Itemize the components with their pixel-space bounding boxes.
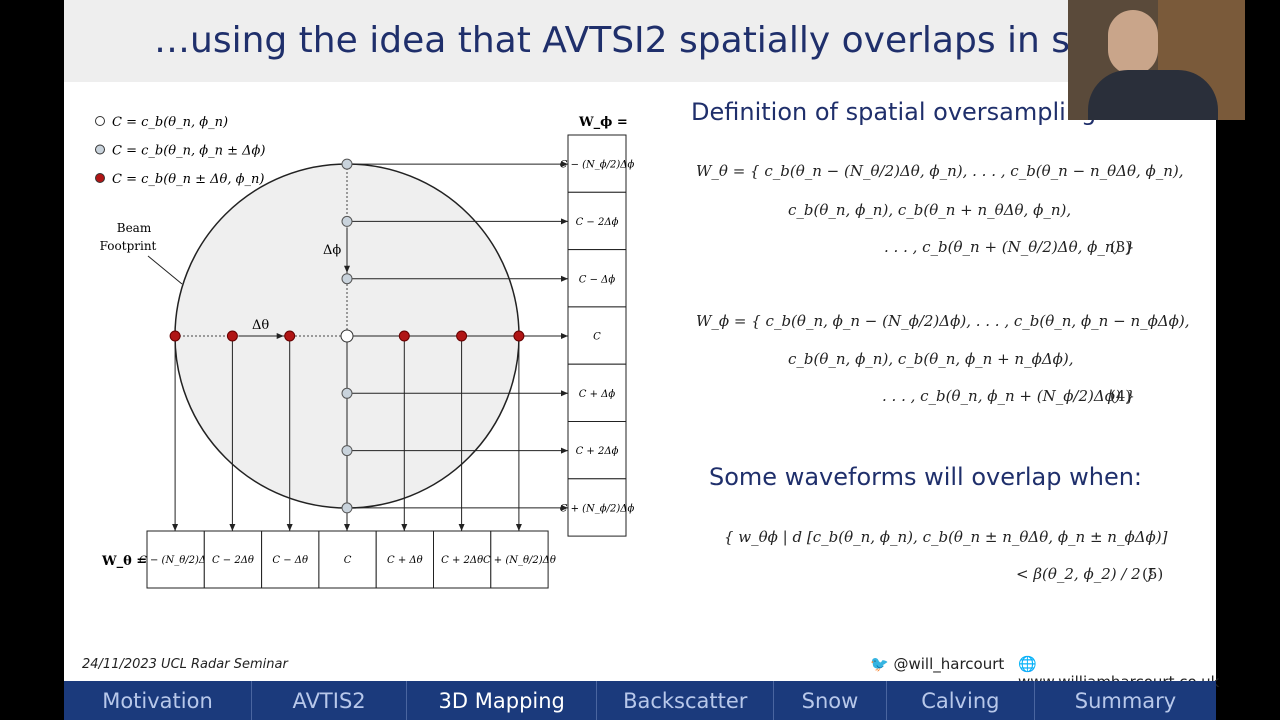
theta-dot xyxy=(456,330,468,342)
nav-tab[interactable]: Snow xyxy=(774,681,887,720)
legend-label: C = c_b(θ_n, ϕ_n ± Δϕ) xyxy=(112,144,265,159)
twitter-handle[interactable]: 🐦 @will_harcourt xyxy=(870,655,1004,673)
phi-dot xyxy=(341,273,353,285)
theta-cell-label: C − Δθ xyxy=(272,555,308,566)
phi-cell xyxy=(567,134,627,193)
equation-line: < β(θ_2, ϕ_2) / 2 } xyxy=(1016,565,1156,583)
slide-title: …using the idea that AVTSI2 spatially ov… xyxy=(154,20,1115,61)
footer-date: 24/11/2023 UCL Radar Seminar xyxy=(82,657,288,672)
nav-tab[interactable]: 3D Mapping xyxy=(407,681,598,720)
beam-label: Beam xyxy=(117,221,152,235)
nav-tab[interactable]: Backscatter xyxy=(597,681,775,720)
nav-tab[interactable]: Motivation xyxy=(64,681,253,720)
theta-dot xyxy=(226,330,238,342)
w-theta-label: W_θ = xyxy=(101,554,147,569)
theta-cell xyxy=(146,530,205,589)
phi-dot xyxy=(341,502,353,514)
theta-cell xyxy=(375,530,435,589)
legend-label: C = c_b(θ_n, ϕ_n) xyxy=(112,115,228,130)
legend-dot xyxy=(95,144,105,155)
delta-phi-label: Δϕ xyxy=(323,243,341,258)
theta-cell-label: C − 2Δθ xyxy=(212,555,254,566)
phi-dot xyxy=(341,387,353,399)
theta-dot xyxy=(398,330,410,342)
theta-dot xyxy=(284,330,296,342)
equation-line: . . . , c_b(θ_n, ϕ_n + (N_ϕ/2)Δϕ) } xyxy=(882,387,1136,405)
phi-cell xyxy=(567,306,627,365)
webcam-overlay xyxy=(1068,0,1245,120)
theta-dot xyxy=(513,330,525,342)
twitter-text: @will_harcourt xyxy=(893,655,1005,673)
equation-line: c_b(θ_n, ϕ_n), c_b(θ_n, ϕ_n + n_ϕΔϕ), xyxy=(788,350,1074,368)
phi-dot xyxy=(341,215,353,227)
delta-theta-label: Δθ xyxy=(252,318,269,333)
theta-cell xyxy=(490,530,549,589)
phi-dot xyxy=(341,445,353,457)
equation-line: . . . , c_b(θ_n + (N_θ/2)Δθ, ϕ_n) } xyxy=(884,238,1135,256)
equation-line: c_b(θ_n, ϕ_n), c_b(θ_n + n_θΔθ, ϕ_n), xyxy=(788,201,1072,219)
diagram: C = c_b(θ_n, ϕ_n) C = c_b(θ_n, ϕ_n ± Δϕ) C… xyxy=(95,115,635,589)
phi-cell-label: C + 2Δϕ xyxy=(576,446,619,457)
phi-cell-label: C + (N_ϕ/2)Δϕ xyxy=(560,503,635,514)
phi-cell xyxy=(567,478,627,537)
beam-label: Footprint xyxy=(100,239,157,253)
theta-cell-label: C xyxy=(344,555,352,566)
equation-number: (4) xyxy=(1110,387,1132,405)
overlap-heading: Some waveforms will overlap when: xyxy=(709,463,1143,491)
equation-line: { w_θϕ | d [c_b(θ_n, ϕ_n), c_b(θ_n ± n_θ… xyxy=(724,528,1168,546)
twitter-icon: 🐦 xyxy=(870,655,889,673)
nav-bar: Motivation AVTIS2 3D Mapping Backscatter… xyxy=(64,681,1216,720)
theta-cell-label: C − (N_θ/2)Δθ xyxy=(139,555,212,566)
legend-dot xyxy=(95,173,105,183)
beam-pointer xyxy=(147,255,183,285)
theta-dot xyxy=(169,330,181,342)
nav-tab[interactable]: Calving xyxy=(887,681,1035,720)
center-dot xyxy=(340,329,354,343)
theta-cell-label: C + 2Δθ xyxy=(441,555,483,566)
phi-cell-label: C − 2Δϕ xyxy=(576,217,619,228)
theta-cell-label: C + (N_θ/2)Δθ xyxy=(483,555,556,566)
definition-heading: Definition of spatial oversampling: xyxy=(691,98,1105,126)
phi-cell-label: C xyxy=(593,332,601,343)
equation-line: W_θ = { c_b(θ_n − (N_θ/2)Δθ, ϕ_n), . . .… xyxy=(696,162,1184,180)
nav-tab[interactable]: Summary xyxy=(1074,688,1177,713)
theta-cell xyxy=(203,530,263,589)
globe-icon: 🌐 xyxy=(1018,655,1037,673)
person-head xyxy=(1108,10,1158,75)
equation-number: (5) xyxy=(1142,565,1164,583)
phi-cell-label: C − (N_ϕ/2)Δϕ xyxy=(560,160,635,171)
phi-cell-label: C − Δϕ xyxy=(579,274,616,285)
equation-number: (3) xyxy=(1110,238,1132,256)
theta-cell xyxy=(318,530,377,589)
legend-label: C = c_b(θ_n ± Δθ, ϕ_n) xyxy=(112,172,264,187)
theta-cell xyxy=(433,530,492,589)
phi-dot xyxy=(341,158,353,170)
equation-line: W_ϕ = { c_b(θ_n, ϕ_n − (N_ϕ/2)Δϕ), . . .… xyxy=(696,312,1190,330)
phi-cell-label: C + Δϕ xyxy=(579,389,616,400)
theta-cell-label: C + Δθ xyxy=(387,555,423,566)
w-phi-label: W_ϕ = xyxy=(578,115,628,130)
title-bar: …using the idea that AVTSI2 spatially ov… xyxy=(64,0,1216,82)
nav-tab[interactable]: AVTIS2 xyxy=(252,681,408,720)
slide: …using the idea that AVTSI2 spatially ov… xyxy=(64,0,1219,720)
person-body xyxy=(1088,70,1218,120)
theta-cell xyxy=(261,530,320,589)
legend-dot xyxy=(95,116,105,126)
